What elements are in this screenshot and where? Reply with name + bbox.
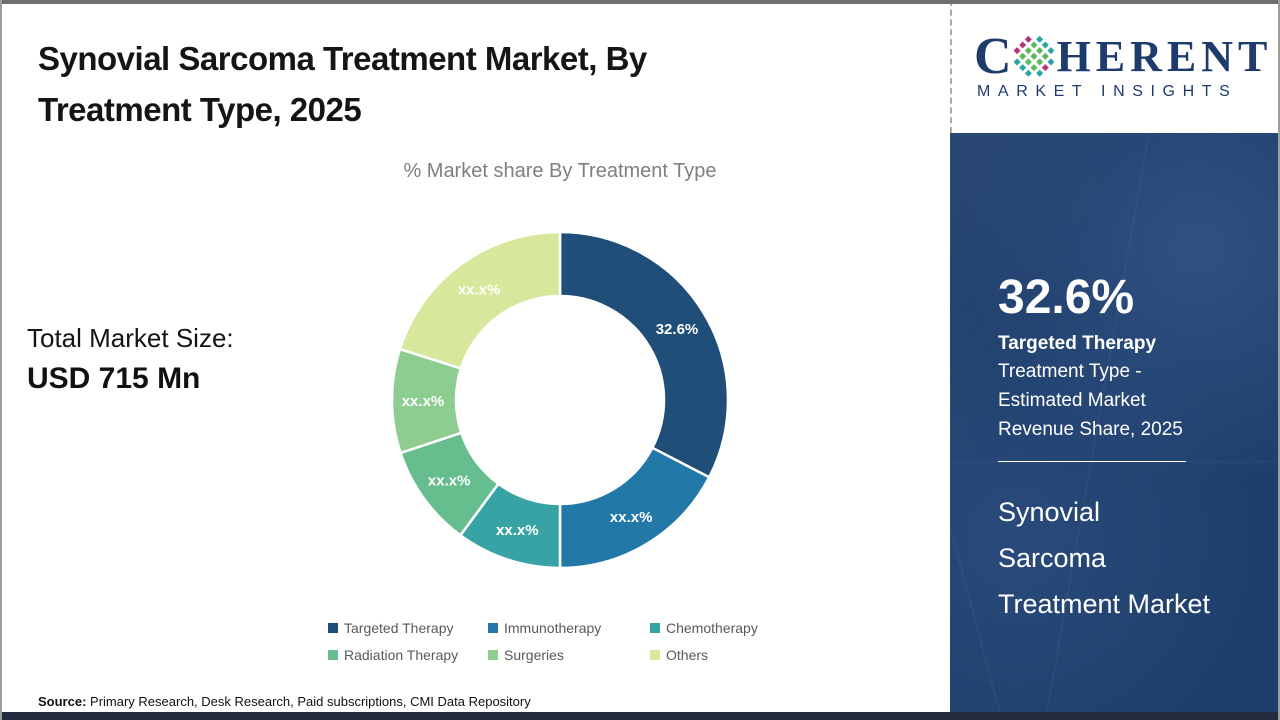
- legend-swatch: [328, 650, 338, 660]
- sidebar-market-name: Synovial Sarcoma Treatment Market: [998, 497, 1211, 620]
- source-line: Source: Primary Research, Desk Research,…: [38, 694, 531, 709]
- total-market-size-label: Total Market Size:: [27, 323, 234, 353]
- donut-chart: 32.6% xx.x% xx.x% xx.x% xx.x% xx.x%: [380, 220, 740, 580]
- pie-segment-label: xx.x%: [496, 522, 539, 539]
- chart-legend: Targeted Therapy Immunotherapy Chemotherap…: [328, 620, 758, 663]
- legend-swatch: [328, 623, 338, 633]
- legend-item-radiation-therapy: Radiation Therapy: [328, 647, 488, 663]
- sidebar-stat-name: Targeted Therapy: [998, 333, 1157, 355]
- source-label: Source:: [38, 694, 87, 709]
- legend-item-immunotherapy: Immunotherapy: [488, 620, 650, 636]
- pie-segment-label: xx.x%: [428, 473, 471, 490]
- legend-label: Surgeries: [504, 647, 564, 663]
- legend-swatch: [488, 650, 498, 660]
- sidebar-stat-value: 32.6%: [998, 271, 1135, 324]
- legend-item-targeted-therapy: Targeted Therapy: [328, 620, 488, 636]
- legend-swatch: [650, 650, 660, 660]
- sidebar-panel: 32.6% Targeted Therapy Treatment Type - …: [950, 133, 1280, 712]
- pie-segment-others: [398, 230, 562, 370]
- legend-swatch: [650, 623, 660, 633]
- source-text: Primary Research, Desk Research, Paid su…: [86, 694, 531, 709]
- pie-segment-label: xx.x%: [610, 509, 653, 526]
- total-market-size-block: Total Market Size: USD 715 Mn: [27, 323, 234, 396]
- top-border-strip: [0, 0, 1280, 4]
- legend-label: Others: [666, 647, 709, 663]
- legend-label: Immunotherapy: [504, 620, 602, 636]
- logo-tagline: MARKET INSIGHTS: [977, 83, 1238, 100]
- logo-letters-herent: HERENT: [1056, 32, 1273, 81]
- page-title: Synovial Sarcoma Treatment Market, By Tr…: [38, 40, 647, 128]
- total-market-size-value: USD 715 Mn: [27, 362, 201, 395]
- coherent-logo: C HERENT MARKET INSIGHTS: [950, 0, 1280, 133]
- pie-segment-label: xx.x%: [458, 281, 501, 298]
- pie-segment-label: 32.6%: [656, 321, 699, 338]
- pie-segment-immunotherapy: [558, 446, 711, 570]
- legend-item-surgeries: Surgeries: [488, 647, 650, 663]
- legend-item-others: Others: [650, 647, 758, 663]
- left-border: [0, 0, 2, 720]
- pie-segment-label: xx.x%: [402, 393, 445, 410]
- donut-chart-svg: 32.6% xx.x% xx.x% xx.x% xx.x% xx.x%: [390, 230, 730, 570]
- legend-swatch: [488, 623, 498, 633]
- legend-label: Radiation Therapy: [344, 647, 459, 663]
- logo-letter-c: C: [974, 28, 1012, 85]
- sidebar-stat-description: Treatment Type - Estimated Market Revenu…: [998, 361, 1183, 441]
- legend-item-chemotherapy: Chemotherapy: [650, 620, 758, 636]
- bottom-border-strip: [0, 712, 1280, 720]
- right-border: [1278, 0, 1280, 720]
- chart-title: % Market share By Treatment Type: [403, 160, 717, 182]
- legend-label: Targeted Therapy: [344, 620, 454, 636]
- sidebar-divider: [998, 461, 1186, 463]
- legend-label: Chemotherapy: [666, 620, 758, 636]
- pie-segment-targeted-therapy: [558, 230, 730, 479]
- dotted-globe-icon: [1013, 36, 1054, 77]
